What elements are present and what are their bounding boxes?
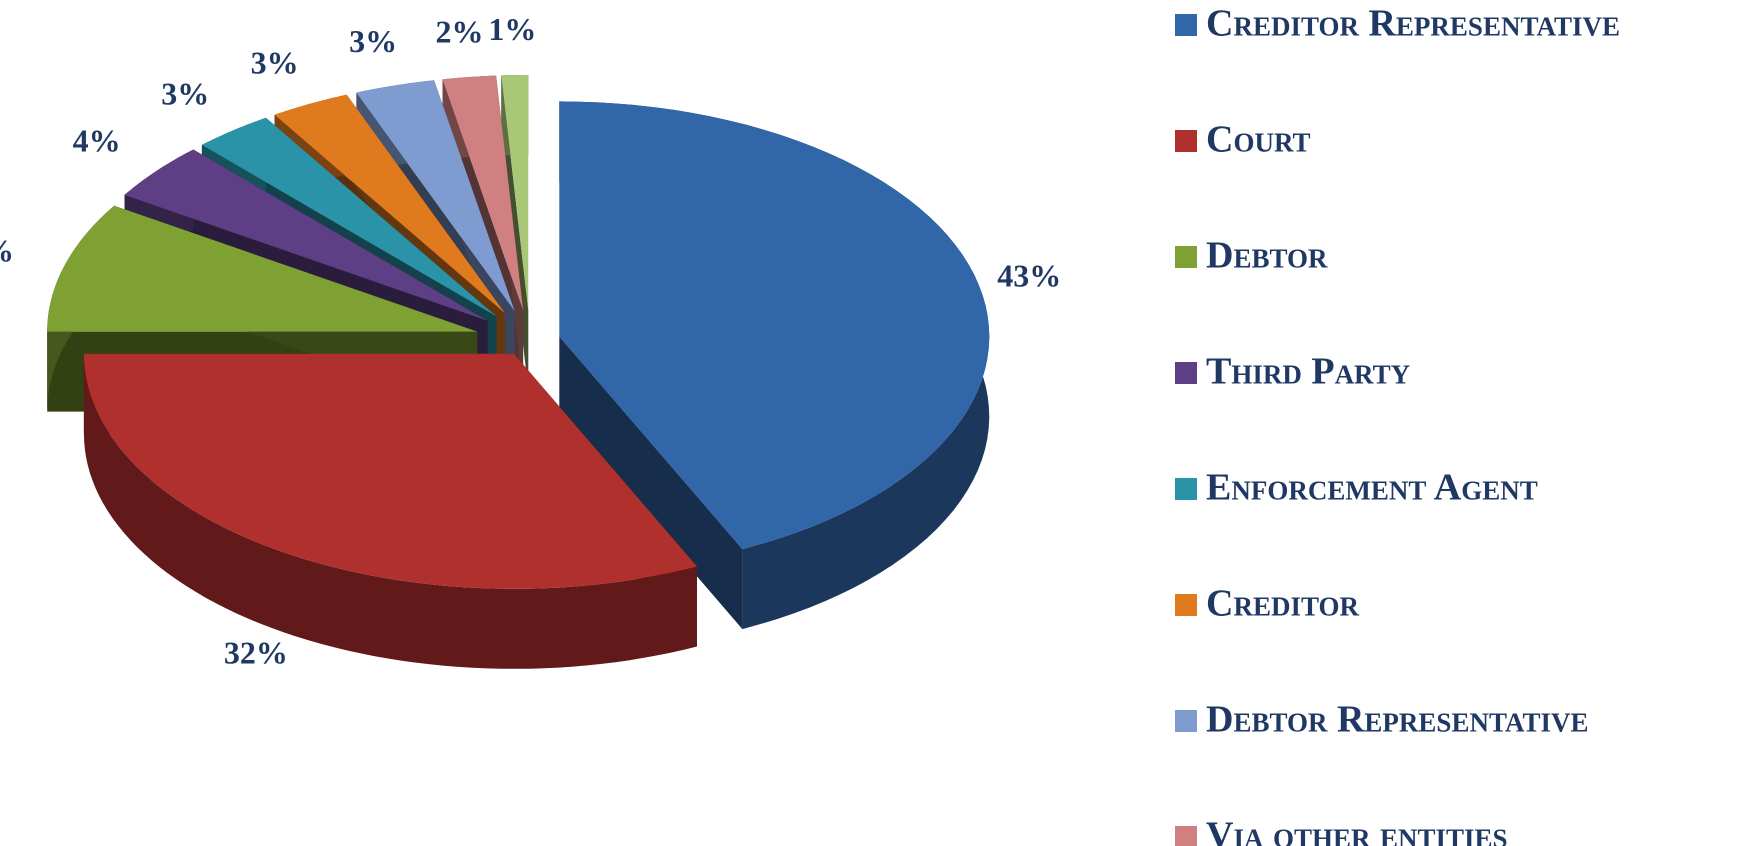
legend-swatch <box>1175 362 1197 384</box>
legend-label: Debtor Representative <box>1206 699 1588 741</box>
legend-swatch <box>1175 130 1197 152</box>
legend-label: Creditor <box>1206 583 1359 625</box>
data-label: 3% <box>251 44 299 80</box>
legend-label: Via other entities <box>1206 815 1508 846</box>
data-label: 2% <box>436 13 484 49</box>
legend-label: Creditor Representative <box>1206 3 1620 45</box>
data-label: 4% <box>73 122 121 158</box>
legend-swatch <box>1175 478 1197 500</box>
slice <box>124 149 488 321</box>
legend-label: Enforcement Agent <box>1206 467 1538 509</box>
data-label: 3% <box>349 23 397 59</box>
legend-label: Court <box>1206 119 1311 161</box>
slice-side <box>83 353 697 669</box>
legend-label: Debtor <box>1206 235 1328 277</box>
data-label: 32% <box>224 634 288 670</box>
slice-side <box>559 336 743 630</box>
data-label: 1% <box>488 11 536 47</box>
slice <box>274 94 505 314</box>
slice <box>47 205 478 332</box>
legend-swatch <box>1175 14 1197 36</box>
data-label: 43% <box>997 257 1061 293</box>
slice <box>201 117 497 317</box>
legend-swatch <box>1175 594 1197 616</box>
slice <box>356 80 515 312</box>
slice <box>559 101 990 630</box>
data-label: 9% <box>0 233 14 269</box>
legend-swatch <box>1175 710 1197 732</box>
slice <box>501 75 529 310</box>
legend-swatch <box>1175 246 1197 268</box>
slice <box>83 353 697 669</box>
slice <box>83 353 697 589</box>
legend-label: Third Party <box>1206 351 1410 393</box>
slice <box>442 75 524 311</box>
slice <box>559 101 990 550</box>
data-label: 3% <box>161 75 209 111</box>
legend-swatch <box>1175 826 1197 846</box>
